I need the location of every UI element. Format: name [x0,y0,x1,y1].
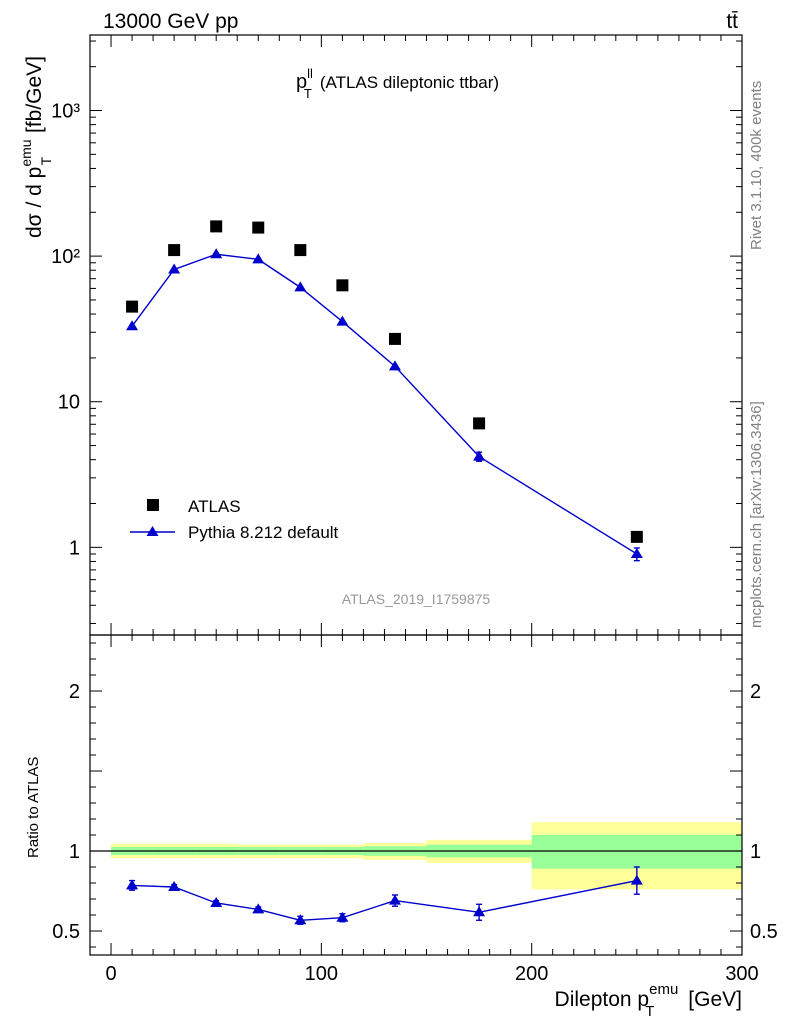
atlas-point-5 [336,279,349,292]
main-y-tick-label-3: 10³ [51,101,80,123]
atlas-point-3 [252,221,265,234]
pythia-main-point-6 [388,360,401,371]
pythia-ratio-point-0 [126,879,139,890]
main-y-tick-label-2: 10² [51,246,80,268]
pythia-ratio-point-6 [388,894,401,905]
pythia-ratio-point-2 [210,897,223,907]
pythia-main-point-5 [336,315,349,326]
x-tick-label-0: 0 [105,963,116,985]
pythia-main-point-0 [126,320,139,331]
panel-frames [89,34,743,956]
pythia-main-point-3 [252,253,265,264]
ratio-y-tick-label-left-0: 0.5 [52,921,80,943]
ratio-y-tick-label-right-2: 2 [750,681,761,703]
x-tick-label-3: 300 [725,963,758,985]
pythia-ratio-point-4 [294,914,307,925]
legend-pythia-marker [146,526,159,536]
x-tick-label-2: 200 [515,963,548,985]
ratio-y-axis-label: Ratio to ATLAS [25,757,42,858]
text-labels: 13000 GeV pp tt̄ Rivet 3.1.10, 400k even… [18,10,765,1020]
x-axis-label: Dilepton pemu T [GeV] [555,981,742,1020]
ratio-y-tick-label-left-1: 1 [69,841,80,863]
atlas-point-6 [388,332,401,345]
pythia-ratio-point-8 [630,874,643,885]
uncertainty-bands [111,822,742,890]
pythia-ratio-point-7 [473,906,486,917]
pythia-main-point-2 [210,248,223,259]
pythia-main-point-1 [168,263,181,274]
ratio-panel-frame [89,634,743,956]
ratio-y-tick-label-left-2: 2 [69,681,80,703]
atlas-point-7 [473,417,486,430]
plot-title: pll T(ATLAS dileptonic ttbar) [296,66,499,101]
energy-label: 13000 GeV pp [103,10,238,33]
analysis-tag: ATLAS_2019_I1759875 [342,591,491,607]
band-stat-8 [531,835,742,869]
atlas-point-2 [210,220,223,233]
pythia-main-point-8 [630,547,643,558]
ratio-y-tick-label-right-1: 1 [750,841,761,863]
pythia-main-point-7 [473,450,486,461]
main-y-tick-label-1: 10 [58,392,80,414]
mcplots-label: mcplots.cern.ch [arXiv:1306.3436] [748,401,765,628]
process-label: tt̄ [726,10,738,33]
main-y-tick-label-0: 1 [69,537,80,559]
legend-atlas-marker [147,499,159,511]
legend-pythia-label: Pythia 8.212 default [188,523,339,542]
main-y-axis-label: dσ / d pemu T [fb/GeV] [18,56,54,238]
atlas-point-0 [126,300,139,313]
pythia-ratio-point-3 [252,903,265,914]
x-tick-label-1: 100 [305,963,338,985]
ratio-y-tick-label-right-0: 0.5 [750,921,778,943]
data-markers [126,220,643,925]
rivet-version-label: Rivet 3.1.10, 400k events [748,81,765,250]
main-panel-frame [89,34,743,636]
atlas-point-1 [168,244,181,257]
atlas-point-4 [294,244,307,257]
axis-ticks: 0 100 200 300 1 10 10² 10³ 0.5 0.5 1 1 2 2 [51,35,778,985]
legend-atlas-label: ATLAS [188,497,241,516]
pythia-main-point-4 [294,281,307,292]
pythia-ratio-point-1 [168,881,181,891]
pythia-ratio-point-5 [336,911,349,922]
atlas-point-8 [630,530,643,543]
